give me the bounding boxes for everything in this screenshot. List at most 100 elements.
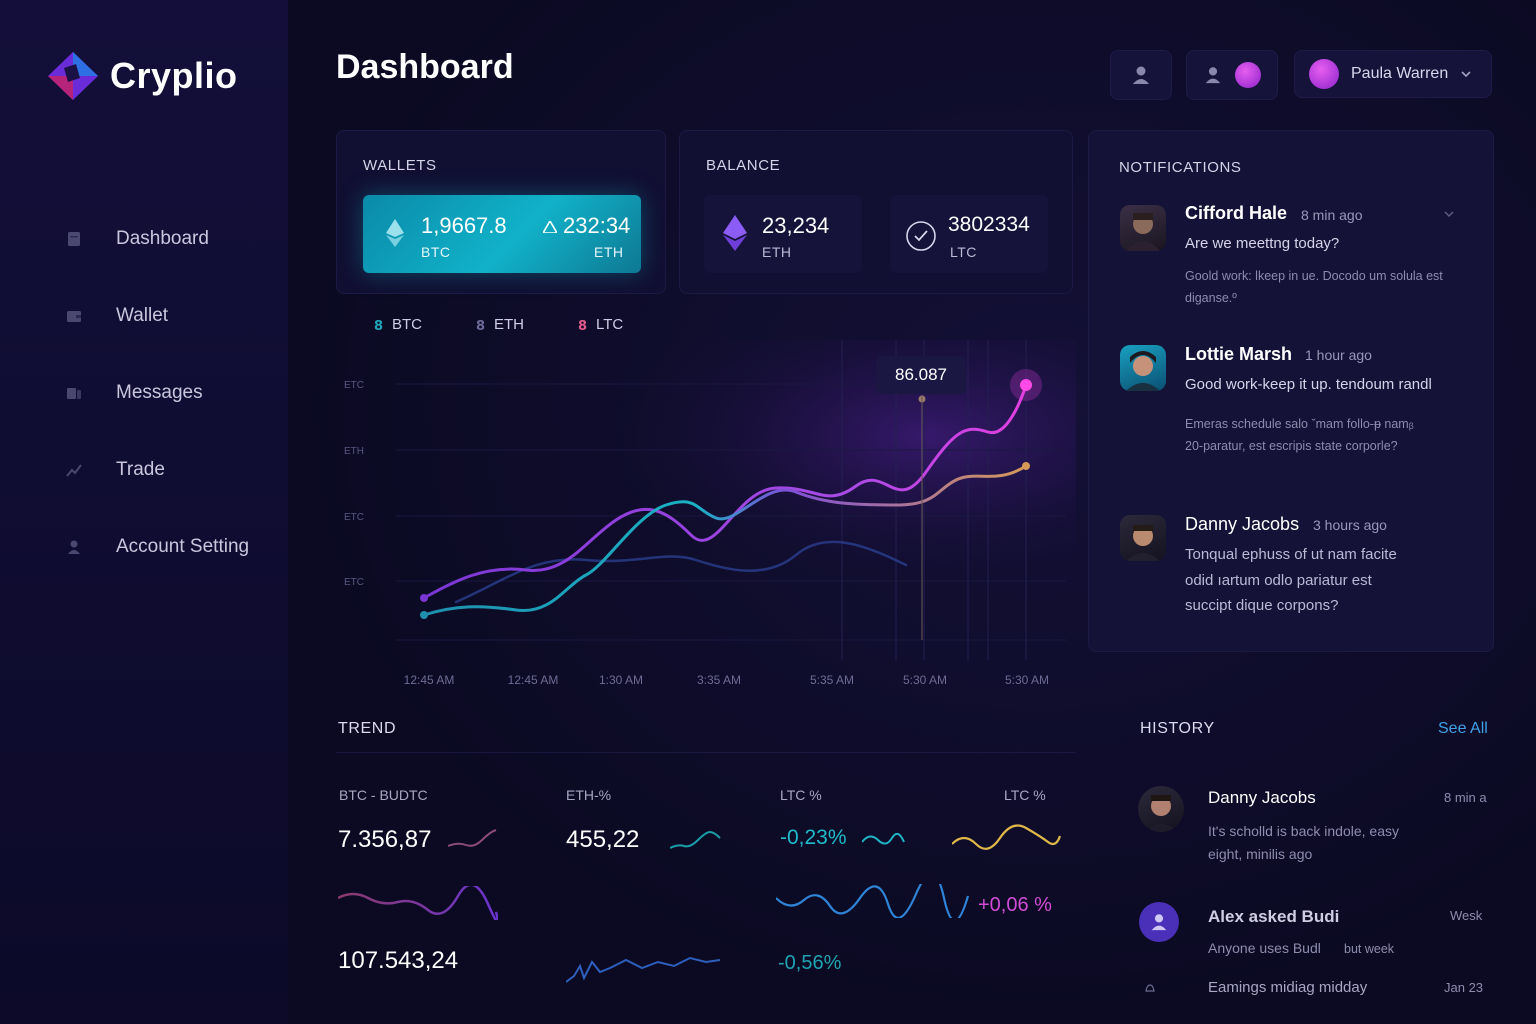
series-line-btc: [422, 464, 1028, 617]
sidebar-item-label: Wallet: [116, 304, 169, 326]
wallet-btc-unit: BTC: [421, 244, 451, 260]
document-icon: [62, 227, 86, 251]
page-title: Dashboard: [336, 48, 514, 86]
notification-sub: Goold work: lkeep in ue. Docodo um solul…: [1185, 269, 1443, 305]
divider: [336, 752, 1076, 753]
sparkline-eth-wide: [566, 956, 721, 983]
history-text: Anyone uses Budl: [1208, 940, 1321, 956]
notification-name: Danny Jacobs: [1185, 514, 1300, 534]
wallet-eth-value: 232:34: [563, 213, 631, 238]
history-time: Wesk: [1450, 908, 1483, 923]
series-point[interactable]: [420, 611, 428, 619]
user-icon: [1205, 67, 1221, 84]
avatar: [1120, 345, 1166, 391]
notification-name: Lottie Marsh: [1185, 344, 1293, 364]
history-text: Eamings midiag midday: [1208, 979, 1368, 996]
history-time: Jan 23: [1444, 980, 1484, 995]
notification-sub: Emeras schedule salo ˇmam follo-ᵽ namᵦ 2…: [1185, 417, 1414, 453]
svg-text:8: 8: [374, 319, 383, 332]
history-name: Danny Jacobs: [1208, 788, 1316, 807]
avatar: [1309, 59, 1339, 89]
x-tick-label: 12:45 AM: [404, 673, 455, 687]
check-circle-icon: [906, 221, 936, 251]
user-icon: [62, 535, 86, 559]
trend-value-ltc: -0,23%: [780, 826, 847, 849]
legend-item-btc[interactable]: 8 BTC: [374, 316, 422, 333]
trend-value-ltc-2: -0,56%: [778, 952, 842, 974]
svg-text:8: 8: [476, 319, 485, 332]
x-tick-label: 1:30 AM: [599, 673, 643, 687]
notification-name: Cifford Hale: [1185, 203, 1288, 223]
messages-icon: [62, 381, 86, 405]
brand-logo[interactable]: Cryplio: [46, 50, 238, 102]
balance-ltc-value: 3802334: [948, 213, 1030, 236]
trend-label-ltc: LTC %: [780, 787, 822, 803]
trend-value-btc: 7.356,87: [338, 826, 432, 853]
price-chart[interactable]: ΕTC ETH ETC ETC 12:45 AM 12:45 AM 1:30 AM 3:35…: [336, 340, 1076, 700]
sidebar-item-label: Account Setting: [116, 535, 250, 557]
wallets-title: WALLETS: [363, 157, 437, 174]
trend-value-ltc-3: +0,06 %: [978, 894, 1052, 916]
x-tick-label: 5:35 AM: [810, 673, 854, 687]
balance-ltc[interactable]: 3802334 LTC: [890, 195, 1048, 273]
history-title: HISTORY: [1140, 720, 1215, 737]
user-menu[interactable]: Paula Warren: [1294, 50, 1492, 98]
ethereum-icon: [723, 215, 747, 251]
sparkline-btc-wide: [338, 886, 498, 920]
brand-name: Cryplio: [110, 55, 238, 96]
chevron-down-icon[interactable]: [1443, 209, 1455, 219]
trend-label-eth: ETH-%: [566, 787, 612, 803]
wallet-icon: [62, 304, 86, 328]
sparkline-ltc-wide: [776, 884, 970, 918]
series-point[interactable]: [420, 594, 428, 602]
notification-message: Are we meettng today?: [1185, 235, 1340, 252]
wallet-eth-unit: ETH: [594, 244, 624, 260]
history-text: It's scholld is back indole, easy eight,…: [1208, 823, 1399, 862]
ltc-coin-icon: 8: [578, 319, 587, 332]
legend-item-eth[interactable]: 8 ETH: [476, 316, 524, 333]
y-tick-label: ETC: [344, 512, 364, 523]
sidebar-item-wallet[interactable]: Wallet: [62, 277, 249, 354]
legend-label: LTC: [596, 316, 624, 333]
series-line-ltc-faint: [454, 540, 908, 604]
sidebar-item-messages[interactable]: Messages: [62, 354, 249, 431]
series-point-highlight[interactable]: [1020, 379, 1032, 391]
sidebar-nav: Dashboard Wallet Messages Trade Account …: [62, 200, 249, 585]
y-tick-label: ETH: [344, 446, 364, 457]
wallet-summary[interactable]: 1,9667.8 BTC 232:34 ETH: [363, 195, 641, 273]
wallets-card: WALLETS 1,9667.8 BTC 232:34 ETH: [336, 130, 666, 294]
balance-eth[interactable]: 23,234 ETH: [704, 195, 862, 273]
trend-icon: [62, 458, 86, 482]
sidebar-item-account-setting[interactable]: Account Setting: [62, 508, 249, 585]
avatar: [1120, 515, 1166, 561]
user-icon: [1133, 66, 1149, 84]
user-name: Paula Warren: [1351, 65, 1449, 82]
sidebar-item-trade[interactable]: Trade: [62, 431, 249, 508]
balance-ltc-unit: LTC: [950, 244, 977, 260]
contacts-button[interactable]: [1186, 50, 1278, 100]
legend-label: ETH: [494, 316, 524, 333]
notifications-title: NOTIFICATIONS: [1119, 159, 1242, 176]
profile-button[interactable]: [1110, 50, 1172, 100]
see-all-link[interactable]: See All: [1438, 720, 1488, 737]
sidebar-item-label: Trade: [116, 458, 165, 480]
trend-value-btc-2: 107.543,24: [338, 947, 459, 974]
series-point[interactable]: [1022, 462, 1030, 470]
notification-message: Good work-keep it up. tendoum randl: [1185, 376, 1432, 393]
avatar: [1235, 62, 1261, 88]
svg-text:8: 8: [578, 319, 587, 332]
sidebar: Cryplio Dashboard Wallet Messages Trade: [0, 0, 289, 1024]
balance-eth-unit: ETH: [762, 244, 792, 260]
sidebar-item-dashboard[interactable]: Dashboard: [62, 200, 249, 277]
sidebar-item-label: Messages: [116, 381, 203, 403]
balance-eth-value: 23,234: [762, 213, 830, 238]
avatar: [1120, 205, 1166, 251]
sparkline-ltc: [862, 832, 905, 845]
balance-card: BALANCE 23,234 ETH 3802334 LTC: [679, 130, 1073, 294]
legend-label: BTC: [392, 316, 422, 333]
legend-item-ltc[interactable]: 8 LTC: [578, 316, 623, 333]
chart-tooltip: 86.087: [876, 356, 966, 394]
x-tick-label: 12:45 AM: [508, 673, 559, 687]
chevron-down-icon: [1461, 71, 1471, 78]
cryplio-logo-icon: [48, 52, 98, 100]
